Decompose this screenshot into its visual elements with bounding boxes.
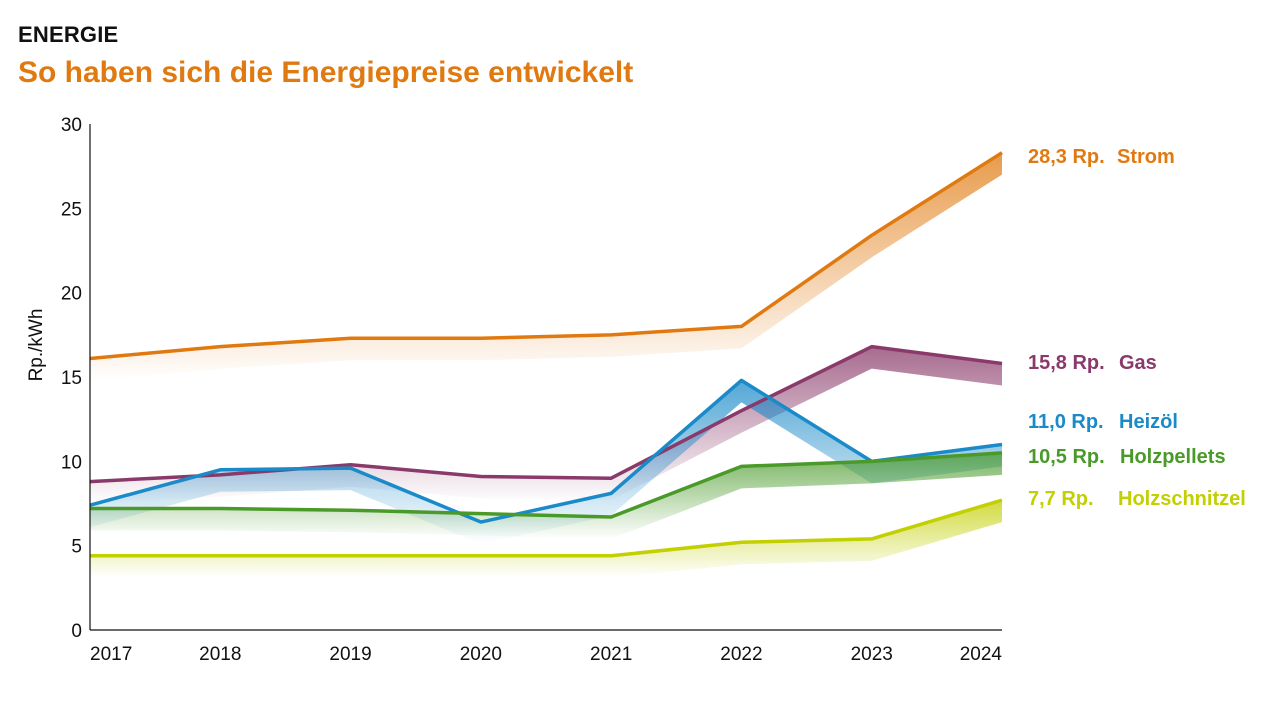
y-tick-label: 30 bbox=[61, 115, 82, 136]
x-tick-label: 2021 bbox=[590, 644, 632, 665]
series-shadow-strom bbox=[90, 152, 1002, 381]
y-tick-label: 0 bbox=[71, 621, 82, 642]
end-label-value: 10,5 Rp. bbox=[1028, 446, 1105, 468]
y-tick-label: 25 bbox=[61, 199, 82, 220]
series-line-heizöl bbox=[89, 378, 1003, 524]
series-line-holzpellets bbox=[90, 451, 1003, 519]
end-label-name: Holzschnitzel bbox=[1118, 488, 1246, 510]
series-shadow-holzschnitzel bbox=[90, 500, 1002, 578]
x-tick-label: 2020 bbox=[460, 644, 502, 665]
end-label-name: Holzpellets bbox=[1120, 446, 1226, 468]
series-line-gas bbox=[89, 344, 1003, 484]
chart-kicker: ENERGIE bbox=[18, 22, 119, 47]
end-label-value: 11,0 Rp. bbox=[1028, 411, 1104, 433]
chart-title: So haben sich die Energiepreise entwicke… bbox=[18, 56, 634, 89]
end-label-value: 7,7 Rp. bbox=[1028, 488, 1094, 510]
y-tick-label: 10 bbox=[61, 452, 82, 473]
end-label-name: Strom bbox=[1117, 146, 1175, 168]
end-label-value: 28,3 Rp. bbox=[1028, 146, 1105, 168]
x-tick-label: 2017 bbox=[90, 644, 132, 665]
x-tick-label: 2024 bbox=[960, 644, 1003, 665]
series-shadow-heizöl bbox=[90, 380, 1002, 545]
end-label-name: Heizöl bbox=[1119, 411, 1178, 433]
y-tick-label: 5 bbox=[71, 537, 82, 558]
x-tick-label: 2018 bbox=[199, 644, 241, 665]
series-shadow-holzpellets bbox=[90, 452, 1002, 539]
y-tick-label: 20 bbox=[61, 284, 82, 305]
y-axis-label: Rp./kWh bbox=[26, 309, 47, 382]
series-line-strom bbox=[89, 151, 1003, 361]
x-tick-label: 2019 bbox=[329, 644, 371, 665]
end-label-value: 15,8 Rp. bbox=[1028, 352, 1105, 374]
series-line-holzschnitzel bbox=[90, 498, 1003, 558]
y-tick-label: 15 bbox=[61, 368, 82, 389]
end-label-name: Gas bbox=[1119, 352, 1157, 374]
x-tick-label: 2023 bbox=[851, 644, 893, 665]
x-tick-label: 2022 bbox=[720, 644, 762, 665]
